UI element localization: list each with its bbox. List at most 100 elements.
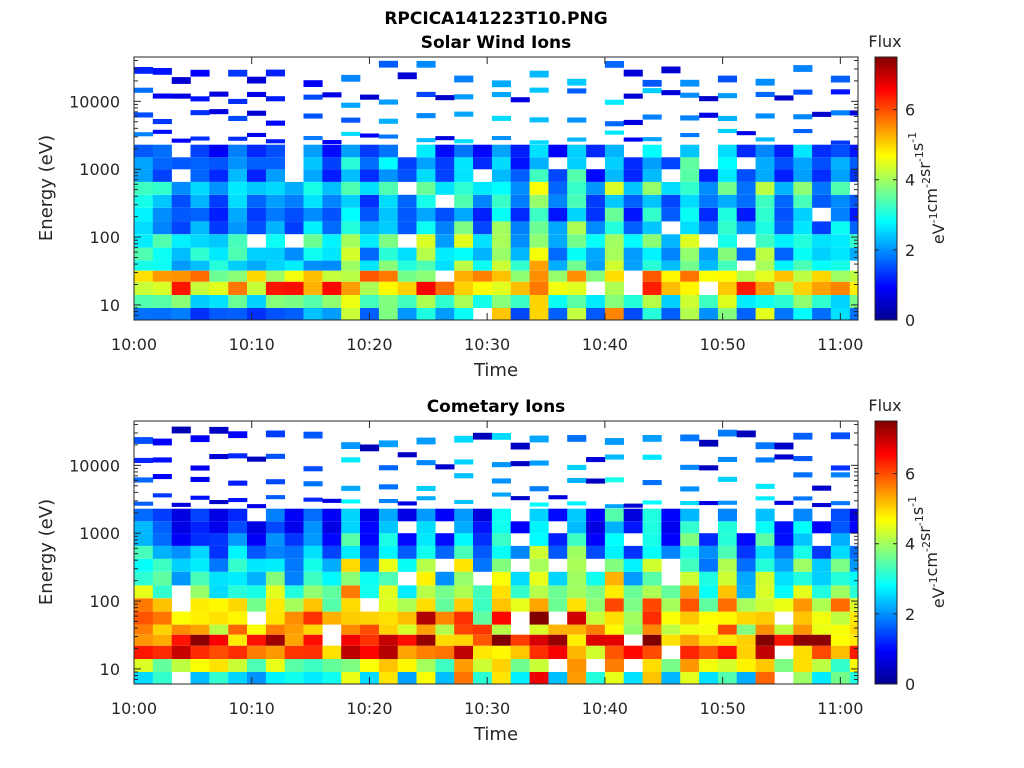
heatmap-cell — [378, 571, 398, 586]
heatmap-cell — [228, 281, 248, 295]
heatmap-cell — [134, 477, 154, 483]
heatmap-cell — [247, 169, 267, 182]
heatmap-cell — [454, 585, 474, 599]
heatmap-cell — [510, 260, 530, 271]
heatmap-cell — [604, 571, 624, 586]
heatmap-cell — [152, 634, 172, 646]
heatmap-cell — [454, 459, 474, 465]
x-tick-label: 10:50 — [700, 699, 746, 718]
heatmap-cell — [661, 508, 681, 522]
heatmap-cell — [190, 181, 210, 195]
heatmap-cell — [529, 157, 549, 170]
heatmap-cell — [416, 247, 436, 261]
heatmap-cell — [473, 194, 493, 208]
heatmap-cell — [247, 456, 267, 462]
y-tick-label: 10 — [100, 296, 120, 315]
heatmap-cell — [661, 624, 681, 635]
heatmap-cell — [341, 144, 361, 158]
heatmap-cell — [680, 585, 700, 599]
colorbar-tick-label: 4 — [905, 171, 915, 190]
heatmap-cell — [473, 508, 493, 522]
heatmap-cell — [604, 504, 624, 509]
heatmap-cell — [209, 508, 229, 522]
y-tick-label: 1000 — [79, 524, 120, 543]
heatmap-cell — [623, 221, 643, 235]
heatmap-cell — [830, 571, 850, 586]
heatmap-cell — [623, 545, 643, 559]
heatmap-cell — [849, 521, 858, 534]
heatmap-cell — [397, 611, 417, 625]
heatmap-cell — [416, 545, 436, 559]
heatmap-cell — [491, 92, 511, 98]
heatmap-cell — [680, 194, 700, 208]
heatmap-cell — [360, 234, 380, 248]
heatmap-cell — [134, 132, 154, 137]
heatmap-cell — [322, 308, 342, 320]
heatmap-cell — [661, 90, 681, 96]
heatmap-cell — [152, 295, 172, 308]
x-tick-label: 10:10 — [229, 335, 275, 354]
heatmap-cell — [190, 545, 210, 559]
heatmap-cell — [830, 645, 850, 659]
heatmap-cell — [397, 72, 417, 80]
heatmap-cell — [473, 533, 493, 546]
heatmap-cell — [322, 598, 342, 612]
heatmap-cell — [567, 207, 587, 222]
heatmap-cell — [378, 465, 398, 471]
heatmap-cell — [247, 504, 267, 509]
heatmap-cell — [849, 659, 858, 672]
heatmap-cell — [322, 281, 342, 295]
heatmap-cell — [567, 585, 587, 599]
heatmap-cell — [341, 181, 361, 195]
heatmap-cell — [736, 169, 756, 182]
heatmap-cell — [454, 598, 474, 612]
heatmap-cell — [529, 234, 549, 248]
heatmap-cell — [567, 624, 587, 635]
heatmap-cell — [284, 260, 304, 271]
heatmap-cell — [152, 207, 172, 222]
heatmap-cell — [736, 672, 756, 684]
heatmap-cell — [586, 624, 606, 635]
heatmap-cell — [717, 585, 737, 599]
heatmap-cell — [661, 308, 681, 320]
heatmap-cell — [341, 308, 361, 320]
heatmap-cell — [134, 247, 154, 261]
heatmap-cell — [680, 260, 700, 271]
heatmap-cell — [190, 495, 210, 500]
y-tick-label: 100 — [89, 592, 120, 611]
heatmap-cell — [360, 207, 380, 222]
heatmap-cell — [793, 308, 813, 320]
heatmap-cell — [699, 207, 719, 222]
heatmap-cell — [265, 672, 285, 684]
heatmap-cell — [360, 645, 380, 659]
heatmap-cell — [190, 69, 210, 77]
heatmap-cell — [529, 295, 549, 308]
heatmap-cell — [228, 598, 248, 612]
heatmap-cell — [529, 571, 549, 586]
heatmap-cell — [134, 571, 154, 586]
heatmap-cell — [247, 585, 267, 599]
heatmap-cell — [341, 102, 361, 108]
heatmap-cell — [209, 91, 229, 97]
heatmap-cell — [793, 260, 813, 271]
heatmap-cell — [717, 270, 737, 282]
heatmap-cell — [397, 169, 417, 182]
heatmap-cell — [134, 308, 154, 320]
heatmap-cell — [228, 533, 248, 546]
heatmap-cell — [247, 144, 267, 158]
heatmap-cell — [793, 571, 813, 586]
heatmap-cell — [284, 181, 304, 195]
heatmap-cell — [793, 129, 813, 134]
heatmap-cell — [247, 533, 267, 546]
heatmap-cell — [830, 221, 850, 235]
heatmap-cell — [473, 585, 493, 599]
heatmap-cell — [228, 115, 248, 121]
heatmap-cell — [736, 645, 756, 659]
heatmap-cell — [736, 194, 756, 208]
heatmap-cell — [341, 624, 361, 635]
heatmap-cell — [454, 645, 474, 659]
heatmap-cell — [830, 472, 850, 478]
heatmap-cell — [793, 533, 813, 546]
heatmap-cell — [774, 247, 794, 261]
colorbar-scale — [874, 56, 898, 321]
